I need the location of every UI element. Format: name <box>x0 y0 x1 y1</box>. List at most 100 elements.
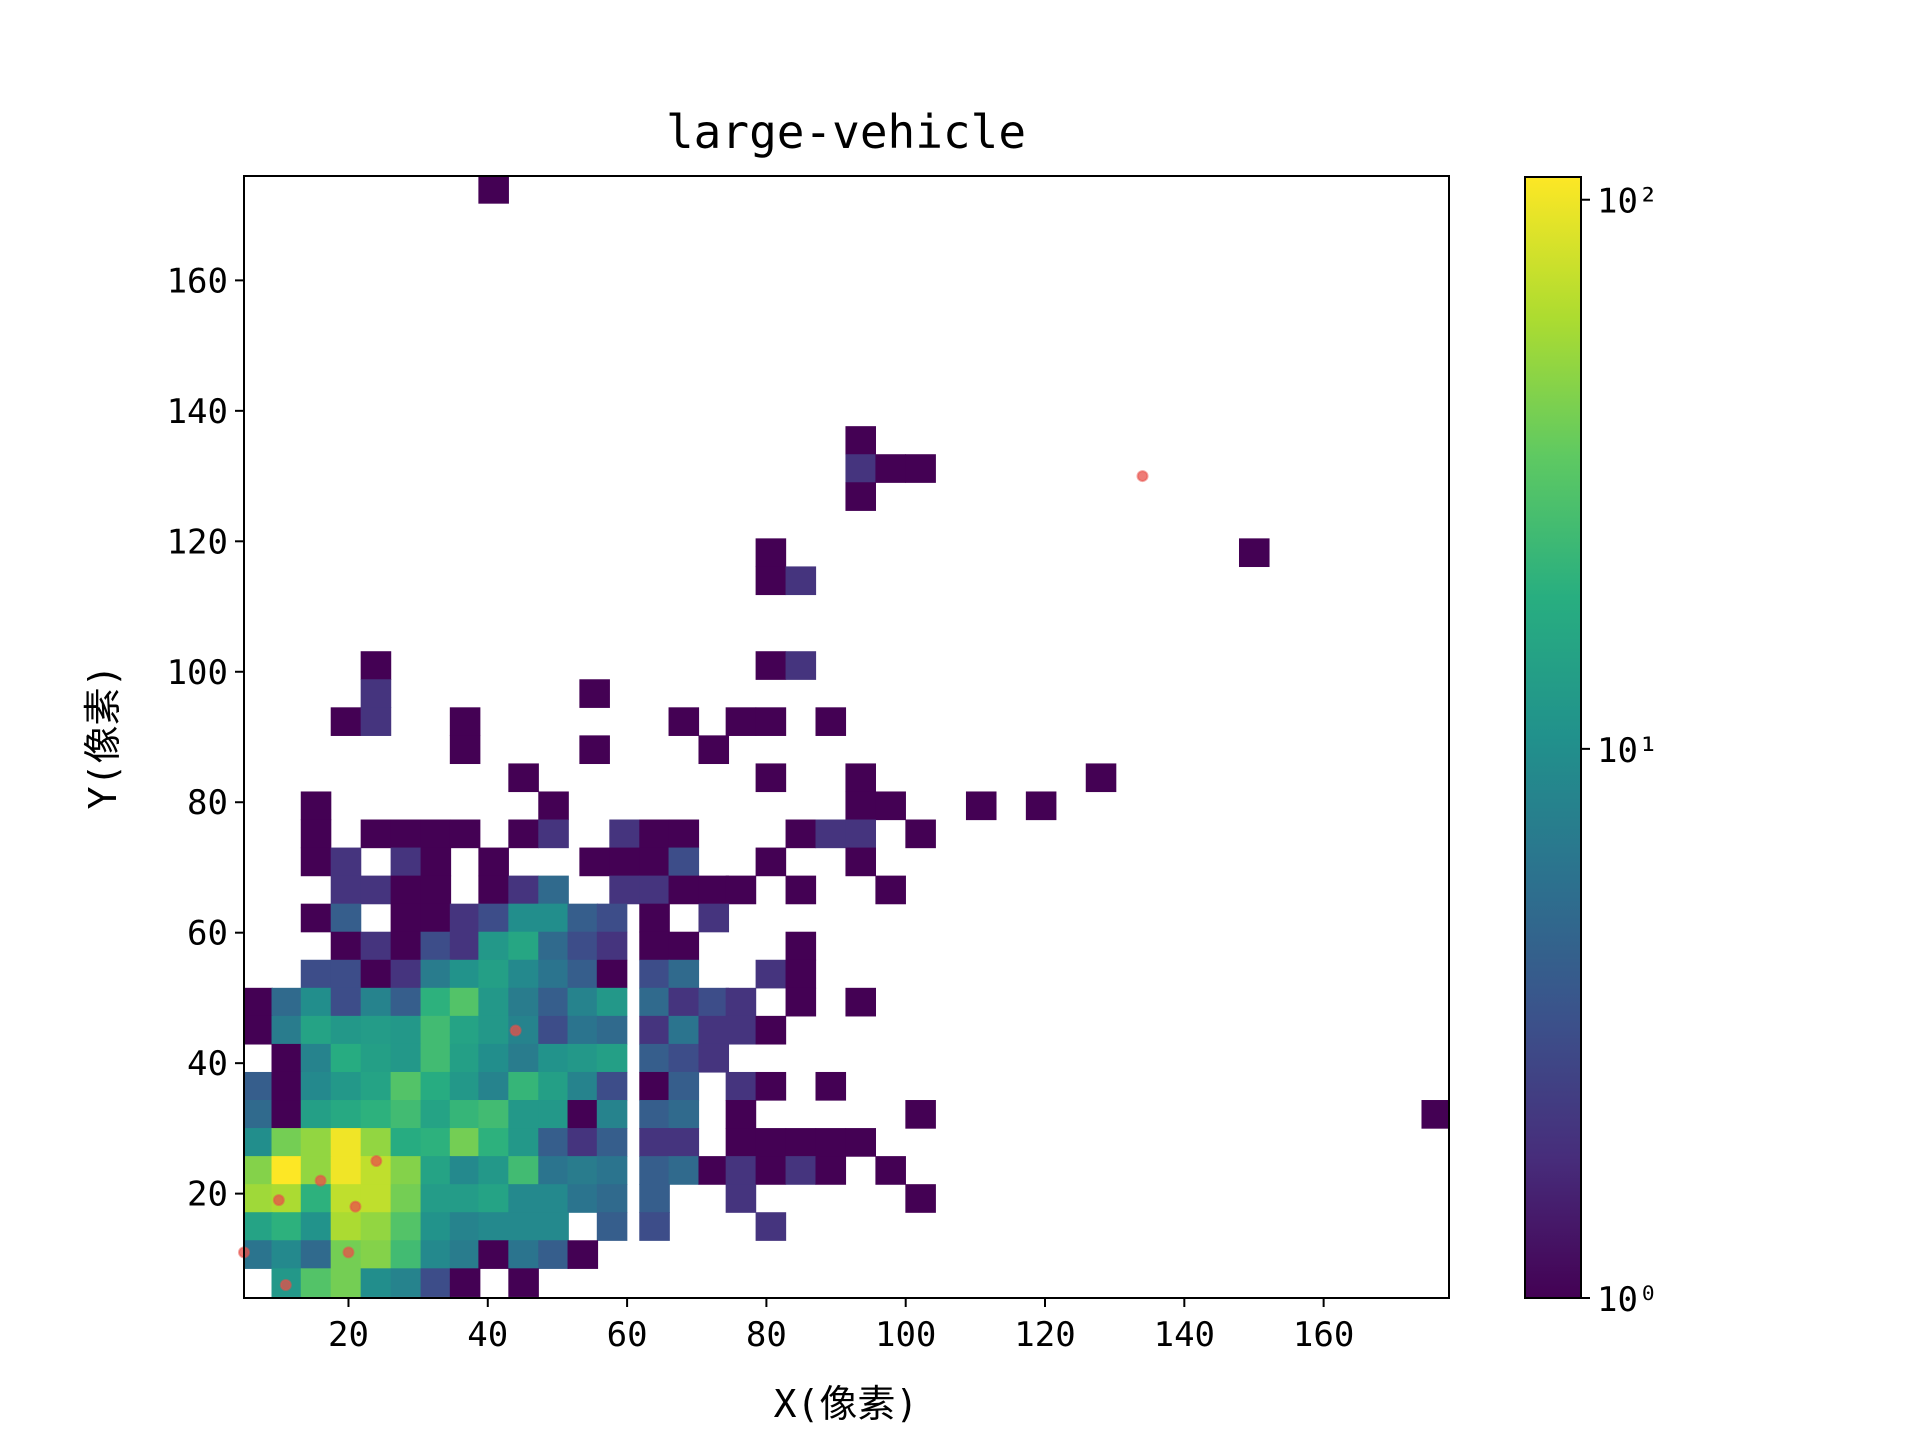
heatmap-cell <box>449 707 481 736</box>
heatmap-cell <box>785 819 817 849</box>
heatmap-cell <box>508 1128 539 1157</box>
heatmap-cell <box>244 1015 273 1045</box>
sample-marker <box>1136 470 1149 483</box>
heatmap-cell <box>755 707 787 736</box>
heatmap-cell <box>390 959 422 989</box>
heatmap-cell <box>300 1043 332 1073</box>
heatmap-cell <box>815 1128 847 1157</box>
colorbar-gradient <box>1524 176 1582 1299</box>
heatmap-cell <box>449 1100 481 1129</box>
heatmap-cell <box>755 1071 787 1101</box>
heatmap-cell <box>449 1015 481 1045</box>
x-axis-label: X(像素) <box>774 1382 919 1426</box>
heatmap-cell <box>271 1043 303 1073</box>
heatmap-cell <box>508 819 539 849</box>
heatmap-cell <box>300 987 332 1017</box>
heatmap-cell <box>845 1128 877 1157</box>
sample-marker <box>509 1024 522 1037</box>
heatmap-cell <box>538 1212 569 1241</box>
x-tick-label: 40 <box>467 1315 508 1355</box>
heatmap-cell <box>449 1184 481 1213</box>
heatmap-cell <box>478 903 509 933</box>
heatmap-cell <box>330 875 362 905</box>
heatmap-cell <box>390 1156 422 1185</box>
heatmap-cell <box>360 1015 392 1045</box>
heatmap-cell <box>698 1043 730 1073</box>
heatmap-cell <box>271 1015 303 1045</box>
heatmap-cell <box>596 1184 628 1213</box>
heatmap-cell <box>668 931 700 961</box>
heatmap-cell <box>390 819 422 849</box>
heatmap-cell <box>639 1128 670 1157</box>
heatmap-cell <box>567 1240 599 1269</box>
y-axis-label: Y(像素) <box>81 665 125 810</box>
x-tick-label: 20 <box>328 1315 369 1355</box>
heatmap-cell <box>449 1043 481 1073</box>
x-axis-ticks: 20 40 60 80 100 120 140 160 <box>328 1298 1354 1355</box>
heatmap-cell <box>609 875 640 905</box>
heatmap-cell <box>360 1100 392 1129</box>
y-axis-ticks: 20 40 60 80 100 120 140 160 <box>167 261 244 1215</box>
x-tick-label: 100 <box>875 1315 936 1355</box>
heatmap-cell <box>639 1184 670 1213</box>
heatmap-cell <box>668 959 700 989</box>
heatmap-cell <box>300 1071 332 1101</box>
heatmap-cell <box>300 1100 332 1129</box>
heatmap-cell <box>639 819 670 849</box>
heatmap-cell <box>360 875 392 905</box>
heatmap-cell <box>390 987 422 1017</box>
heatmap-cell <box>449 735 481 765</box>
heatmap-cell <box>300 903 332 933</box>
heatmap-cell <box>567 1043 599 1073</box>
heatmap-cell <box>538 1043 569 1073</box>
heatmap-cell <box>755 959 787 989</box>
heatmap-cell <box>567 1071 599 1101</box>
heatmap-cell <box>330 847 362 877</box>
heatmap-cell <box>420 1043 452 1073</box>
heatmap-cell <box>668 1043 700 1073</box>
heatmap-cell <box>449 1212 481 1241</box>
heatmap-cell <box>579 679 610 708</box>
heatmap-cell <box>725 1100 757 1129</box>
heatmap-cell <box>596 1015 628 1045</box>
heatmap-cell <box>420 903 452 933</box>
heatmap-cell <box>449 1268 481 1297</box>
heatmap-cell <box>478 1184 509 1213</box>
heatmap-cell <box>725 1071 757 1101</box>
heatmap-cell <box>609 847 640 877</box>
heatmap-cell <box>845 426 877 455</box>
heatmap-cell <box>330 1268 362 1297</box>
heatmap-cell <box>478 1015 509 1045</box>
heatmap-cell <box>596 903 628 933</box>
heatmap-cell <box>639 1071 670 1101</box>
heatmap-cell <box>360 1268 392 1297</box>
heatmap-cell <box>360 1071 392 1101</box>
colorbar-tick-label: 10⁰ <box>1597 1280 1658 1320</box>
heatmap-cell <box>244 1156 273 1185</box>
heatmap-cell <box>725 1015 757 1045</box>
heatmap-cell <box>1238 538 1270 568</box>
heatmap-cell <box>755 566 787 596</box>
heatmap-cell <box>785 1128 817 1157</box>
heatmap-cell <box>271 1212 303 1241</box>
heatmap-cell <box>905 454 936 483</box>
heatmap-cell <box>449 959 481 989</box>
heatmap-cell <box>420 1212 452 1241</box>
heatmap-cell <box>538 959 569 989</box>
heatmap-cell <box>360 651 392 680</box>
heatmap-cell <box>390 1212 422 1241</box>
plot-frame <box>243 175 1450 1299</box>
heatmap-cell <box>271 1240 303 1269</box>
sample-marker <box>370 1155 383 1168</box>
heatmap-cell <box>538 1240 569 1269</box>
heatmap-cell <box>639 1212 670 1241</box>
heatmap-cell <box>508 1100 539 1129</box>
x-tick-label: 160 <box>1293 1315 1354 1355</box>
heatmap-cell <box>330 987 362 1017</box>
heatmap-cell <box>360 1043 392 1073</box>
heatmap-cell <box>755 1212 787 1241</box>
heatmap-cell <box>478 1156 509 1185</box>
x-tick-label: 120 <box>1014 1315 1075 1355</box>
heatmap-cell <box>300 1212 332 1241</box>
heatmap-cell <box>390 1015 422 1045</box>
